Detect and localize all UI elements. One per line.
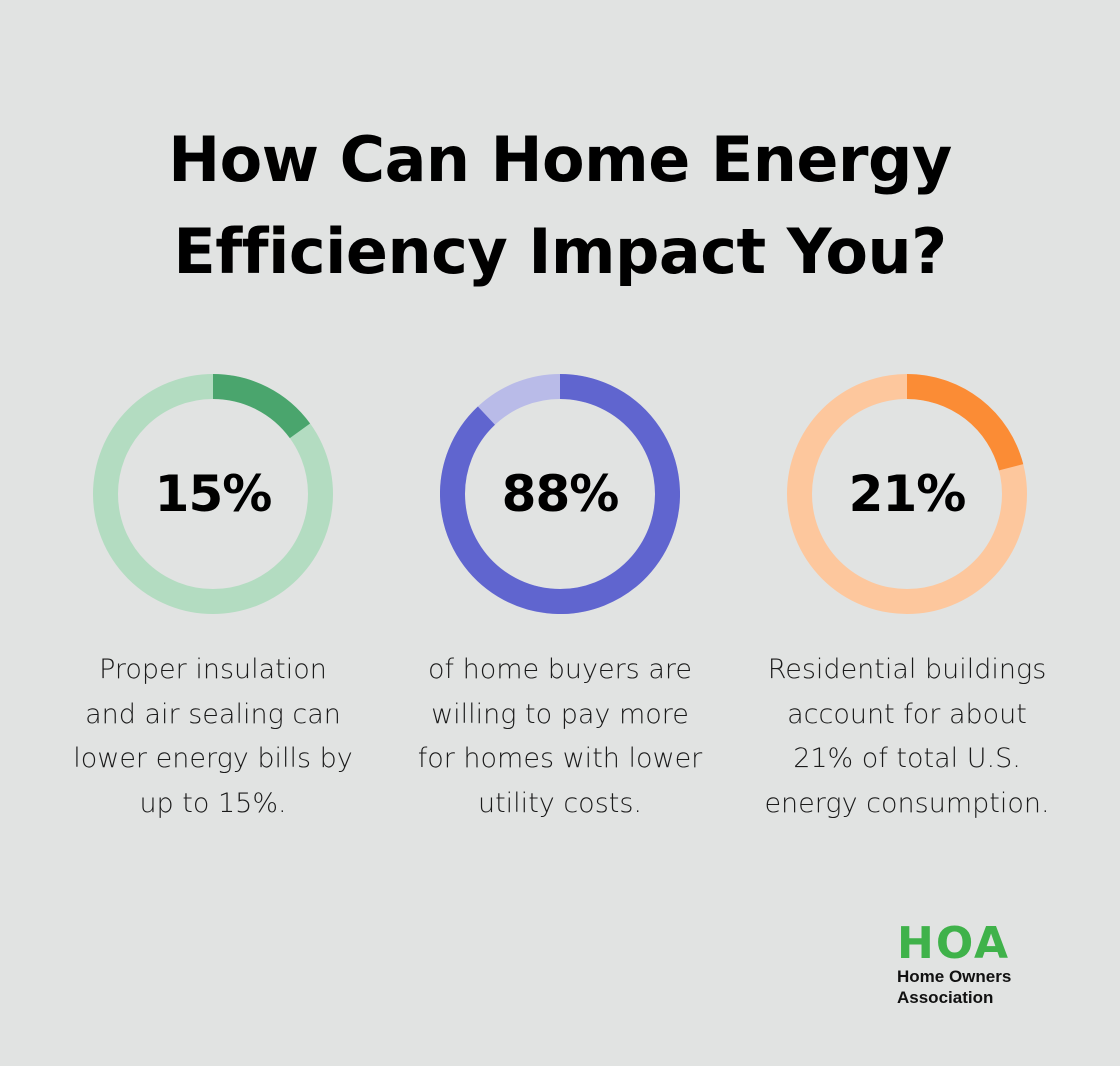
donut-arc-2	[440, 374, 680, 614]
donut-svg-2	[440, 374, 680, 614]
logo-line-2: Association	[897, 988, 994, 1007]
stat-2-desc-line-3: for homes with lower	[417, 743, 703, 774]
stat-1-desc-line-1: Proper insulation	[99, 654, 327, 685]
hoa-logo: HOA Home Owners Association	[897, 922, 1067, 1008]
title-line-2: Efficiency Impact You?	[173, 215, 947, 288]
stat-value-2: 88%	[501, 465, 620, 523]
donut-svg-1	[93, 374, 333, 614]
stat-3-desc-line-2: account for about	[787, 698, 1027, 730]
logo-line-1: Home Owners	[897, 967, 1012, 986]
stat-value-1: 15%	[154, 465, 273, 523]
stat-2-desc-line-4: utility costs.	[477, 787, 643, 819]
donut-chart-1: 15%	[93, 374, 333, 614]
stat-2-desc-line-2: willing to pay more	[431, 698, 689, 730]
stat-2-desc-line-1: of home buyers are	[428, 654, 692, 685]
stat-1-desc-line-2: and air sealing can	[85, 698, 341, 730]
stat-1-desc-line-3: lower energy bills by	[73, 743, 353, 774]
donut-svg-3	[787, 374, 1027, 614]
stat-description-3: Residential buildings account for about …	[737, 648, 1077, 826]
stat-3-desc-line-4: energy consumption.	[764, 787, 1050, 819]
stat-description-2: of home buyers are willing to pay more f…	[390, 648, 730, 826]
stat-3-desc-line-3: 21% of total U.S.	[793, 743, 1021, 774]
donut-arc-1	[212, 374, 311, 439]
page-title: How Can Home Energy Efficiency Impact Yo…	[0, 114, 1120, 298]
stat-description-1: Proper insulation and air sealing can lo…	[43, 648, 383, 826]
stat-value-3: 21%	[848, 465, 967, 523]
donut-chart-3: 21%	[787, 374, 1027, 614]
logo-mark: HOA	[897, 918, 1011, 969]
title-line-1: How Can Home Energy	[168, 123, 952, 196]
donut-chart-2: 88%	[440, 374, 680, 614]
stat-1-desc-line-4: up to 15%.	[139, 787, 287, 819]
stat-3-desc-line-1: Residential buildings	[767, 654, 1047, 685]
donut-arc-3	[906, 374, 1024, 471]
